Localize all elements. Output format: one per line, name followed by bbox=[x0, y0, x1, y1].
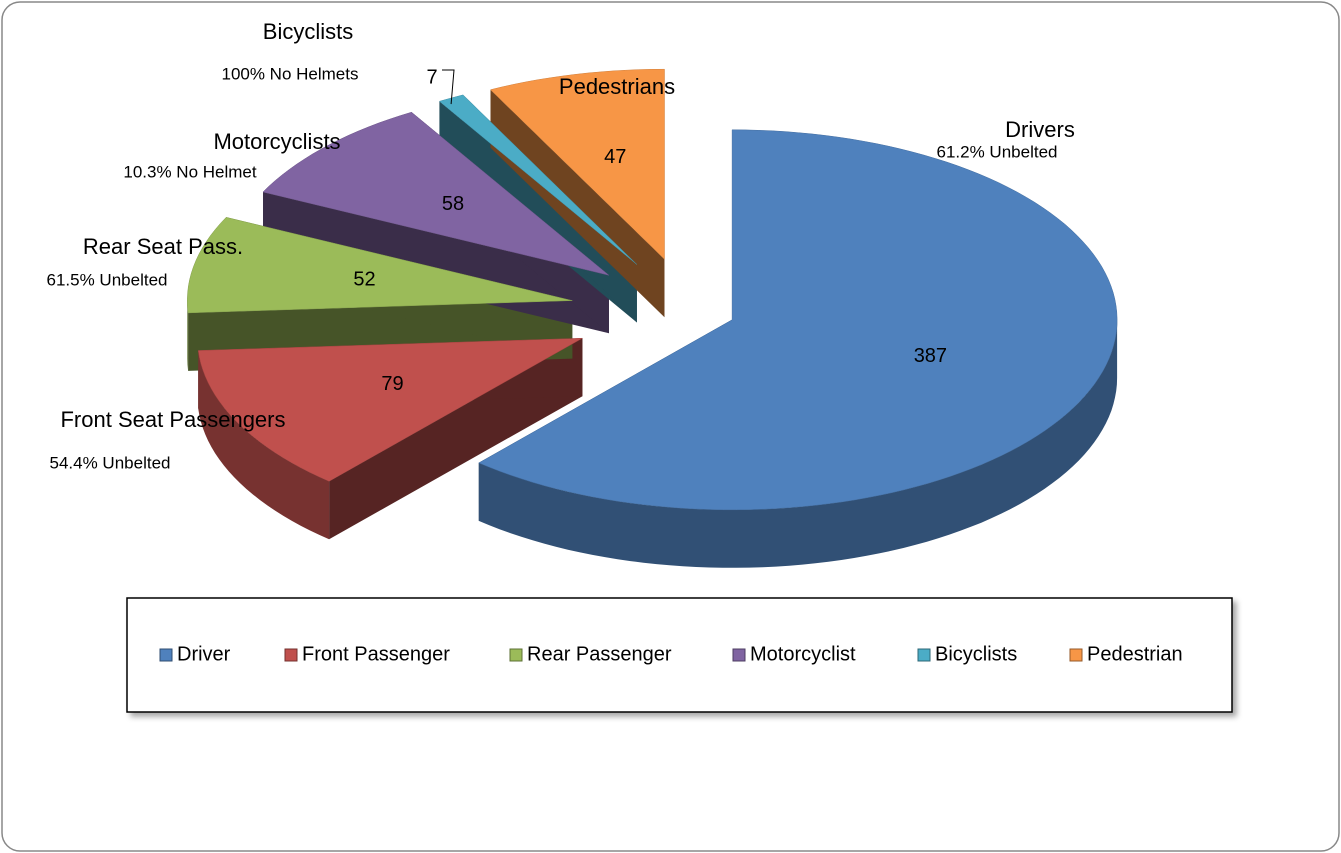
legend-label: Driver bbox=[177, 643, 231, 665]
annotation-note: 10.3% No Helmet bbox=[123, 162, 257, 181]
legend-box bbox=[126, 597, 1233, 713]
annotation-title: Drivers bbox=[1005, 117, 1075, 142]
annotation-note: 100% No Helmets bbox=[221, 64, 358, 83]
pie bbox=[187, 68, 1118, 568]
legend-swatch bbox=[284, 648, 298, 662]
legend-label: Rear Passenger bbox=[527, 643, 672, 665]
data-label: 47 bbox=[604, 146, 626, 168]
legend-label: Front Passenger bbox=[302, 643, 450, 665]
slice bbox=[478, 129, 1118, 511]
annotation-title: Rear Seat Pass. bbox=[83, 234, 243, 259]
slice-side bbox=[478, 319, 1118, 568]
annotation-note: 61.2% Unbelted bbox=[937, 142, 1058, 161]
legend-label: Bicyclists bbox=[935, 643, 1017, 665]
legend-label: Motorcyclist bbox=[750, 643, 856, 665]
slice bbox=[197, 337, 583, 482]
slice bbox=[438, 94, 638, 265]
annotation-note: 61.5% Unbelted bbox=[47, 270, 168, 289]
slice bbox=[262, 111, 610, 276]
legend-swatch bbox=[1069, 648, 1083, 662]
data-label: 79 bbox=[381, 373, 403, 395]
annotation-note: 54.4% Unbelted bbox=[50, 453, 171, 472]
legend-swatch bbox=[917, 648, 931, 662]
legend-swatch bbox=[732, 648, 746, 662]
legend-label: Pedestrian bbox=[1087, 643, 1183, 665]
annotation-title: Front Seat Passengers bbox=[60, 407, 285, 432]
slice bbox=[187, 217, 573, 314]
data-label: 7 bbox=[426, 66, 437, 88]
data-label: 387 bbox=[914, 345, 947, 367]
slice-wall bbox=[490, 89, 665, 318]
annotation-title: Bicyclists bbox=[263, 19, 353, 44]
legend-swatch bbox=[509, 648, 523, 662]
leader-line bbox=[442, 69, 455, 105]
legend-swatch bbox=[159, 648, 173, 662]
data-label: 58 bbox=[442, 193, 464, 215]
slice bbox=[490, 68, 665, 260]
data-label: 52 bbox=[353, 269, 375, 291]
legend: Driver Front Passenger Rear Passenger Motor… bbox=[159, 643, 1183, 665]
slice-side bbox=[187, 300, 189, 371]
annotation-title: Pedestrians bbox=[559, 74, 675, 99]
annotation-title: Motorcyclists bbox=[213, 129, 340, 154]
